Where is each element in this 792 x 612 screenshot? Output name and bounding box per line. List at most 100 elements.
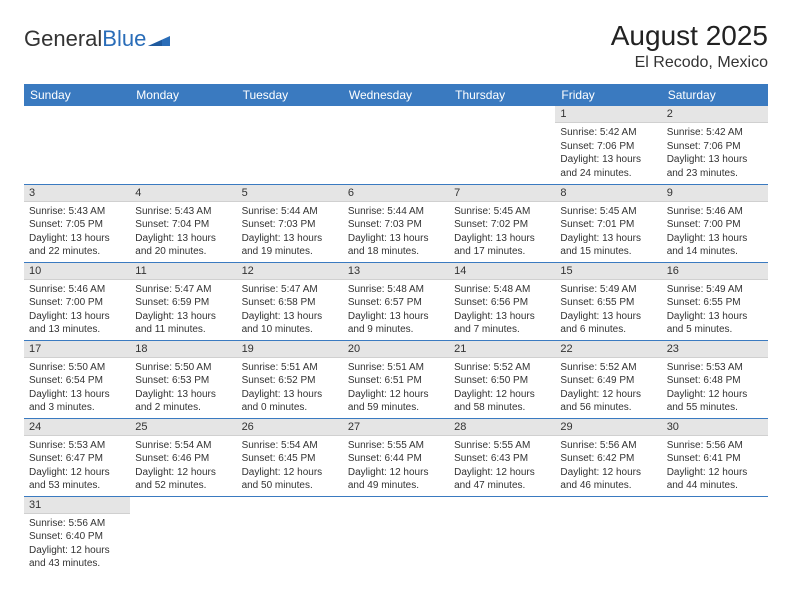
calendar-cell: 22Sunrise: 5:52 AMSunset: 6:49 PMDayligh…	[555, 340, 661, 418]
weekday-header: Thursday	[449, 84, 555, 106]
day-details: Sunrise: 5:46 AMSunset: 7:00 PMDaylight:…	[662, 202, 768, 262]
page: GeneralBlue August 2025 El Recodo, Mexic…	[0, 0, 792, 594]
day-details: Sunrise: 5:55 AMSunset: 6:43 PMDaylight:…	[449, 436, 555, 496]
weekday-header: Friday	[555, 84, 661, 106]
calendar-cell	[343, 496, 449, 574]
day-number: 23	[662, 341, 768, 358]
calendar-cell: 5Sunrise: 5:44 AMSunset: 7:03 PMDaylight…	[237, 184, 343, 262]
calendar-cell: 19Sunrise: 5:51 AMSunset: 6:52 PMDayligh…	[237, 340, 343, 418]
day-details: Sunrise: 5:50 AMSunset: 6:54 PMDaylight:…	[24, 358, 130, 418]
calendar-row: 1Sunrise: 5:42 AMSunset: 7:06 PMDaylight…	[24, 106, 768, 184]
day-number: 20	[343, 341, 449, 358]
calendar-cell: 20Sunrise: 5:51 AMSunset: 6:51 PMDayligh…	[343, 340, 449, 418]
weekday-row: SundayMondayTuesdayWednesdayThursdayFrid…	[24, 84, 768, 106]
title-block: August 2025 El Recodo, Mexico	[611, 20, 768, 72]
day-number: 26	[237, 419, 343, 436]
day-number: 3	[24, 185, 130, 202]
weekday-header: Sunday	[24, 84, 130, 106]
calendar-row: 10Sunrise: 5:46 AMSunset: 7:00 PMDayligh…	[24, 262, 768, 340]
header: GeneralBlue August 2025 El Recodo, Mexic…	[24, 20, 768, 72]
day-details: Sunrise: 5:48 AMSunset: 6:57 PMDaylight:…	[343, 280, 449, 340]
calendar-cell: 15Sunrise: 5:49 AMSunset: 6:55 PMDayligh…	[555, 262, 661, 340]
logo-text-a: General	[24, 26, 102, 52]
day-details: Sunrise: 5:52 AMSunset: 6:49 PMDaylight:…	[555, 358, 661, 418]
day-details: Sunrise: 5:54 AMSunset: 6:46 PMDaylight:…	[130, 436, 236, 496]
calendar-cell: 29Sunrise: 5:56 AMSunset: 6:42 PMDayligh…	[555, 418, 661, 496]
calendar-cell: 6Sunrise: 5:44 AMSunset: 7:03 PMDaylight…	[343, 184, 449, 262]
calendar-cell: 9Sunrise: 5:46 AMSunset: 7:00 PMDaylight…	[662, 184, 768, 262]
day-details: Sunrise: 5:47 AMSunset: 6:58 PMDaylight:…	[237, 280, 343, 340]
calendar-cell: 18Sunrise: 5:50 AMSunset: 6:53 PMDayligh…	[130, 340, 236, 418]
day-number: 2	[662, 106, 768, 123]
day-number: 24	[24, 419, 130, 436]
day-number: 14	[449, 263, 555, 280]
weekday-header: Monday	[130, 84, 236, 106]
day-number: 1	[555, 106, 661, 123]
day-details: Sunrise: 5:53 AMSunset: 6:47 PMDaylight:…	[24, 436, 130, 496]
day-details: Sunrise: 5:45 AMSunset: 7:01 PMDaylight:…	[555, 202, 661, 262]
day-number: 25	[130, 419, 236, 436]
calendar-cell	[237, 496, 343, 574]
day-number: 4	[130, 185, 236, 202]
calendar-row: 3Sunrise: 5:43 AMSunset: 7:05 PMDaylight…	[24, 184, 768, 262]
day-number: 30	[662, 419, 768, 436]
calendar-cell	[130, 496, 236, 574]
calendar-cell: 17Sunrise: 5:50 AMSunset: 6:54 PMDayligh…	[24, 340, 130, 418]
calendar-cell: 11Sunrise: 5:47 AMSunset: 6:59 PMDayligh…	[130, 262, 236, 340]
flag-icon	[148, 26, 170, 52]
day-number: 16	[662, 263, 768, 280]
calendar-cell: 8Sunrise: 5:45 AMSunset: 7:01 PMDaylight…	[555, 184, 661, 262]
calendar-cell: 25Sunrise: 5:54 AMSunset: 6:46 PMDayligh…	[130, 418, 236, 496]
calendar-cell: 31Sunrise: 5:56 AMSunset: 6:40 PMDayligh…	[24, 496, 130, 574]
calendar-cell	[555, 496, 661, 574]
calendar-cell: 14Sunrise: 5:48 AMSunset: 6:56 PMDayligh…	[449, 262, 555, 340]
weekday-header: Wednesday	[343, 84, 449, 106]
day-number: 9	[662, 185, 768, 202]
day-details: Sunrise: 5:49 AMSunset: 6:55 PMDaylight:…	[662, 280, 768, 340]
day-number: 28	[449, 419, 555, 436]
calendar-cell: 3Sunrise: 5:43 AMSunset: 7:05 PMDaylight…	[24, 184, 130, 262]
calendar-cell	[449, 496, 555, 574]
day-details: Sunrise: 5:49 AMSunset: 6:55 PMDaylight:…	[555, 280, 661, 340]
calendar-cell	[662, 496, 768, 574]
day-number: 29	[555, 419, 661, 436]
day-details: Sunrise: 5:50 AMSunset: 6:53 PMDaylight:…	[130, 358, 236, 418]
day-number: 13	[343, 263, 449, 280]
day-details: Sunrise: 5:52 AMSunset: 6:50 PMDaylight:…	[449, 358, 555, 418]
day-details: Sunrise: 5:51 AMSunset: 6:51 PMDaylight:…	[343, 358, 449, 418]
day-number: 10	[24, 263, 130, 280]
day-details: Sunrise: 5:54 AMSunset: 6:45 PMDaylight:…	[237, 436, 343, 496]
day-number: 11	[130, 263, 236, 280]
day-details: Sunrise: 5:46 AMSunset: 7:00 PMDaylight:…	[24, 280, 130, 340]
day-details: Sunrise: 5:44 AMSunset: 7:03 PMDaylight:…	[343, 202, 449, 262]
calendar-cell: 13Sunrise: 5:48 AMSunset: 6:57 PMDayligh…	[343, 262, 449, 340]
weekday-header: Tuesday	[237, 84, 343, 106]
day-details: Sunrise: 5:53 AMSunset: 6:48 PMDaylight:…	[662, 358, 768, 418]
logo: GeneralBlue	[24, 26, 170, 52]
calendar-cell: 10Sunrise: 5:46 AMSunset: 7:00 PMDayligh…	[24, 262, 130, 340]
calendar-row: 24Sunrise: 5:53 AMSunset: 6:47 PMDayligh…	[24, 418, 768, 496]
calendar-cell	[24, 106, 130, 184]
weekday-header: Saturday	[662, 84, 768, 106]
day-details: Sunrise: 5:44 AMSunset: 7:03 PMDaylight:…	[237, 202, 343, 262]
calendar-row: 17Sunrise: 5:50 AMSunset: 6:54 PMDayligh…	[24, 340, 768, 418]
day-number: 19	[237, 341, 343, 358]
day-number: 21	[449, 341, 555, 358]
location: El Recodo, Mexico	[611, 54, 768, 72]
logo-text-b: Blue	[102, 26, 146, 52]
day-details: Sunrise: 5:51 AMSunset: 6:52 PMDaylight:…	[237, 358, 343, 418]
calendar-cell: 1Sunrise: 5:42 AMSunset: 7:06 PMDaylight…	[555, 106, 661, 184]
day-number: 22	[555, 341, 661, 358]
day-number: 6	[343, 185, 449, 202]
day-number: 5	[237, 185, 343, 202]
calendar-cell	[130, 106, 236, 184]
calendar-table: SundayMondayTuesdayWednesdayThursdayFrid…	[24, 84, 768, 574]
day-details: Sunrise: 5:42 AMSunset: 7:06 PMDaylight:…	[555, 123, 661, 183]
day-details: Sunrise: 5:48 AMSunset: 6:56 PMDaylight:…	[449, 280, 555, 340]
day-details: Sunrise: 5:56 AMSunset: 6:42 PMDaylight:…	[555, 436, 661, 496]
calendar-cell: 21Sunrise: 5:52 AMSunset: 6:50 PMDayligh…	[449, 340, 555, 418]
day-details: Sunrise: 5:42 AMSunset: 7:06 PMDaylight:…	[662, 123, 768, 183]
day-details: Sunrise: 5:43 AMSunset: 7:05 PMDaylight:…	[24, 202, 130, 262]
calendar-cell	[449, 106, 555, 184]
day-number: 15	[555, 263, 661, 280]
